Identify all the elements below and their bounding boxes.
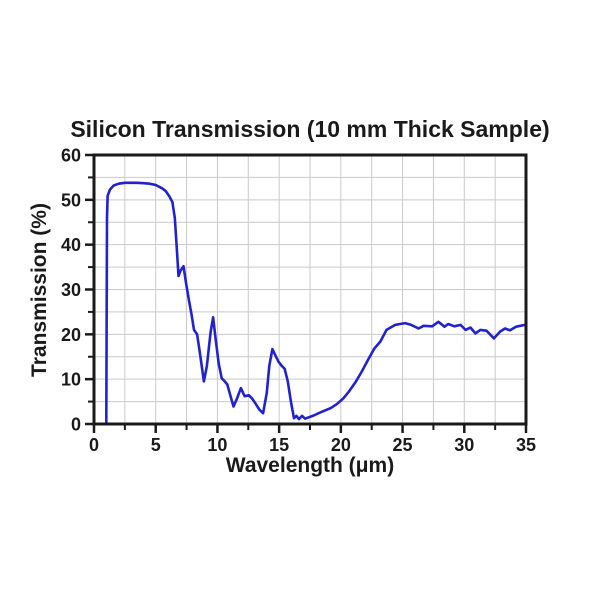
x-tick-label: 15	[269, 435, 289, 455]
y-tick-label: 60	[61, 146, 81, 166]
x-axis-label: Wavelength (μm)	[226, 454, 394, 477]
plot-frame	[92, 153, 528, 426]
x-tick-label: 35	[516, 435, 536, 455]
y-tick-label: 10	[61, 370, 81, 390]
x-tick-label: 20	[331, 435, 351, 455]
plot-area: 0 5 10 15 20 25 30 35 0 10 20 30 40 50 60	[61, 146, 536, 456]
y-tick-label: 0	[71, 415, 81, 435]
x-tick-label: 5	[151, 435, 161, 455]
y-tick-label: 50	[61, 190, 81, 210]
data-curve	[105, 181, 528, 426]
y-tick-label: 40	[61, 235, 81, 255]
y-tick-label: 20	[61, 325, 81, 345]
chart-title: Silicon Transmission (10 mm Thick Sample…	[70, 116, 549, 142]
x-tick-label: 25	[393, 435, 413, 455]
x-tick-label: 0	[89, 435, 99, 455]
y-axis-label: Transmission (%)	[28, 203, 51, 377]
x-tick-label: 10	[207, 435, 227, 455]
y-tick-label: 30	[61, 280, 81, 300]
x-tick-label: 30	[454, 435, 474, 455]
